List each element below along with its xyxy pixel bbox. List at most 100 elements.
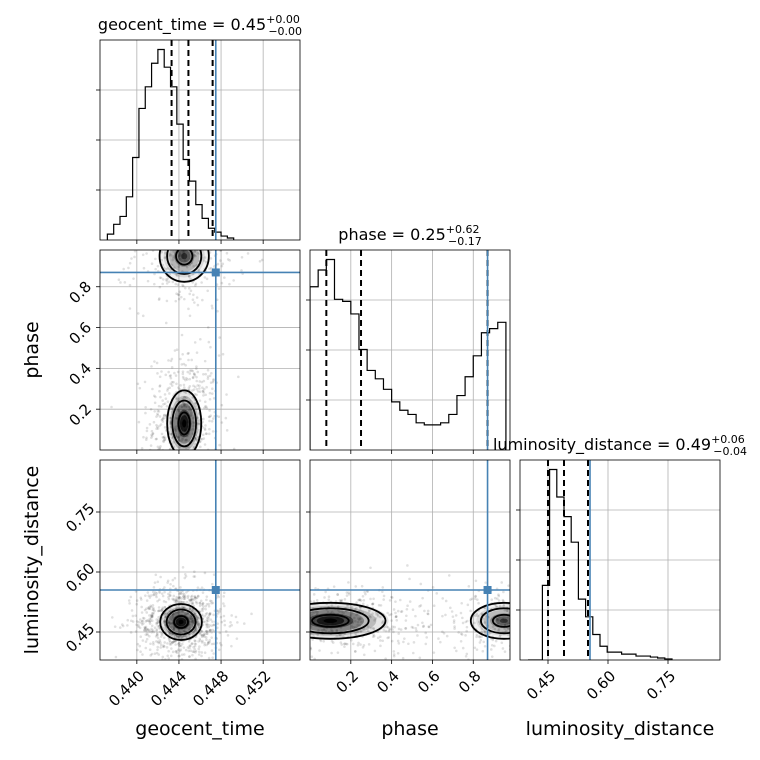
sample-point xyxy=(207,640,210,644)
sample-point xyxy=(293,608,296,611)
sample-point xyxy=(156,620,160,624)
sample-point xyxy=(525,588,528,591)
sample-point xyxy=(512,620,515,623)
sample-point xyxy=(172,441,175,444)
sample-point xyxy=(207,625,210,629)
sample-point xyxy=(163,491,166,494)
sample-point xyxy=(134,214,137,217)
sample-point xyxy=(527,642,530,645)
sample-point xyxy=(388,613,391,617)
sample-point xyxy=(405,614,408,618)
sample-point xyxy=(356,623,359,627)
sample-point xyxy=(162,627,166,630)
sample-point xyxy=(187,386,191,390)
panel-frame xyxy=(99,249,301,451)
sample-point xyxy=(158,389,161,393)
sample-point xyxy=(526,616,529,619)
sample-point xyxy=(403,637,406,640)
sample-point xyxy=(149,617,153,620)
sample-point xyxy=(304,594,307,597)
sample-point xyxy=(230,623,233,627)
sample-point xyxy=(506,609,509,613)
sample-point xyxy=(161,399,164,402)
sample-point xyxy=(196,416,199,420)
sample-point xyxy=(147,605,151,609)
sample-point xyxy=(181,600,184,604)
sample-point xyxy=(194,639,197,643)
sample-point xyxy=(157,619,160,623)
sample-point xyxy=(180,658,184,660)
sample-point xyxy=(209,345,212,349)
sample-point xyxy=(208,640,211,644)
sample-point xyxy=(350,606,354,609)
sample-point xyxy=(239,627,242,630)
sample-point xyxy=(497,618,500,622)
sample-point xyxy=(217,648,221,652)
sample-point xyxy=(188,606,192,610)
sample-point xyxy=(181,566,185,569)
sample-point xyxy=(202,633,206,636)
sample-point xyxy=(170,617,173,621)
sample-point xyxy=(181,283,184,287)
sample-point xyxy=(540,578,543,581)
sample-point xyxy=(175,597,178,601)
sample-point xyxy=(248,634,251,637)
sample-point xyxy=(190,620,194,623)
sample-point xyxy=(381,590,384,594)
sample-point xyxy=(192,420,195,424)
sample-point xyxy=(232,447,236,450)
sample-point xyxy=(291,670,294,673)
sample-point xyxy=(235,637,239,640)
sample-point xyxy=(181,606,184,609)
sample-point xyxy=(149,463,152,466)
sample-point xyxy=(163,436,167,440)
sample-point xyxy=(172,250,175,253)
sample-point xyxy=(197,471,200,474)
sample-point xyxy=(372,626,375,630)
y-tick-label-luminosity_distance: 0.60 xyxy=(62,559,98,595)
sample-point xyxy=(194,437,198,440)
sample-point xyxy=(157,606,161,609)
sample-point xyxy=(366,625,370,628)
sample-point xyxy=(147,628,151,632)
sample-point xyxy=(190,227,193,230)
sample-point xyxy=(202,259,206,262)
sample-point xyxy=(145,488,148,491)
sample-point xyxy=(377,603,381,607)
sample-point xyxy=(507,633,510,637)
sample-point xyxy=(140,619,144,623)
sample-point xyxy=(198,399,202,402)
sample-point xyxy=(178,290,182,294)
sample-point xyxy=(475,648,479,651)
sample-point xyxy=(190,369,193,372)
sample-point xyxy=(203,400,207,404)
sample-point xyxy=(272,619,275,622)
sample-point xyxy=(505,629,508,633)
sample-point xyxy=(396,669,399,672)
sample-point xyxy=(167,592,170,596)
sample-point xyxy=(292,578,295,581)
sample-point xyxy=(257,602,260,605)
sample-point xyxy=(173,470,176,473)
sample-point xyxy=(480,627,484,631)
sample-point xyxy=(198,637,202,641)
sample-point xyxy=(394,615,398,619)
sample-point xyxy=(530,612,533,615)
sample-point xyxy=(180,642,184,646)
sample-point xyxy=(189,237,192,240)
sample-point xyxy=(189,414,193,418)
sample-point xyxy=(379,604,383,607)
contour-0-2 xyxy=(166,389,203,450)
sample-point xyxy=(154,591,157,594)
sample-point xyxy=(204,393,207,397)
sample-point xyxy=(193,341,197,344)
sample-point xyxy=(190,594,194,598)
sample-point xyxy=(165,646,169,649)
sample-point xyxy=(177,254,181,258)
sample-point xyxy=(228,259,232,262)
sample-point xyxy=(459,611,463,615)
sample-point xyxy=(206,205,209,208)
sample-point xyxy=(193,392,197,396)
sample-point xyxy=(218,443,221,447)
sample-point xyxy=(186,476,189,479)
